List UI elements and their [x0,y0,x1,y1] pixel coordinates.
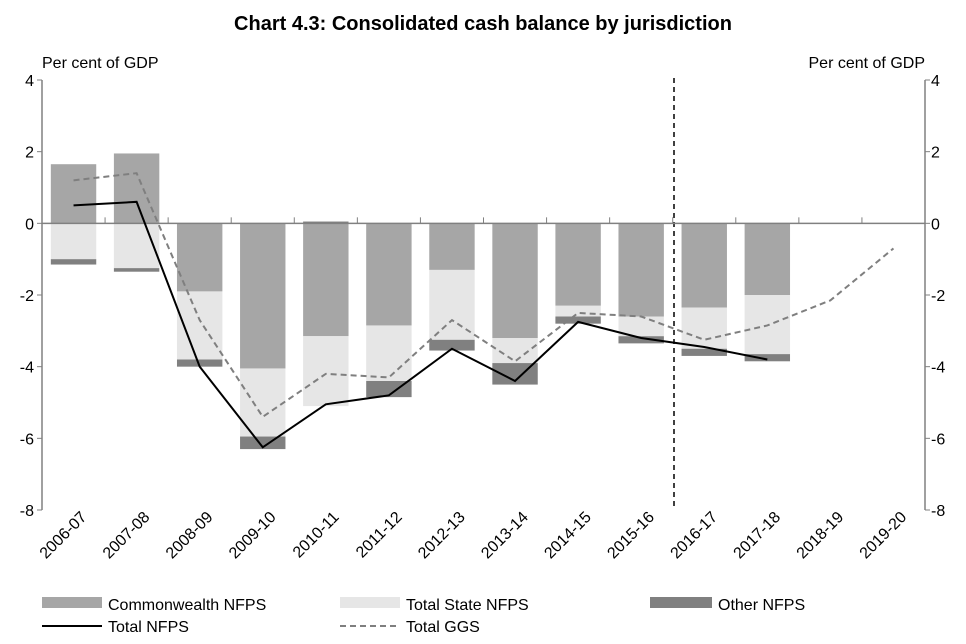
bar [50,223,97,260]
legend-label: Commonwealth NFPS [108,597,266,614]
bar [429,269,475,340]
legend-label: Total NFPS [108,619,189,636]
line [73,172,895,419]
x-tick-label: 2018-19 [794,509,848,563]
y2-axis-label: Per cent of GDP [809,55,926,72]
legend-label: Total GGS [406,619,480,636]
bar [240,223,286,369]
bar [113,153,160,224]
bar [492,338,538,364]
bar [303,221,349,224]
y-axis-label: Per cent of GDP [42,55,159,72]
y2-tick-label: -8 [931,503,945,520]
y-tick-label: 2 [25,145,34,162]
x-tick-label: 2019-20 [857,509,911,563]
bar [555,316,601,324]
line [73,200,768,449]
bar [50,164,97,224]
bar [366,381,412,398]
legend-label: Other NFPS [718,597,805,614]
y2-tick-label: -4 [931,360,945,377]
chart-title: Chart 4.3: Consolidated cash balance by … [234,13,732,35]
y2-tick-label: 0 [931,216,940,233]
bar [429,223,475,270]
bar [366,325,412,381]
bar [681,348,727,356]
y-tick-label: 4 [25,73,34,90]
y-tick-label: 0 [25,216,34,233]
bar [176,223,223,292]
bar [366,223,412,326]
x-tick-label: 2012-13 [415,509,469,563]
bar [176,359,223,367]
legend-swatch [340,597,400,608]
bar [50,259,97,265]
bar [681,223,727,308]
bar [303,336,349,407]
x-tick-label: 2007-08 [100,509,154,563]
y2-tick-label: -6 [931,431,945,448]
x-tick-label: 2010-11 [290,509,343,562]
bar [113,268,160,272]
y-tick-label: -8 [20,503,34,520]
bar [681,307,727,349]
bar [492,363,538,385]
x-tick-label: 2016-17 [668,509,722,563]
x-tick-label: 2015-16 [604,509,658,563]
legend-label: Total State NFPS [406,597,529,614]
bar [744,223,791,295]
x-tick-label: 2006-07 [37,509,91,563]
y2-tick-label: 4 [931,73,940,90]
x-tick-label: 2011-12 [353,509,406,562]
x-tick-label: 2008-09 [163,509,217,563]
bar [618,336,664,344]
bar [303,223,349,337]
bar [492,223,538,338]
bar [555,223,601,306]
bar [618,223,664,317]
bar [240,368,286,437]
bar [113,223,160,269]
bar [555,305,601,317]
x-tick-label: 2013-14 [478,509,532,563]
x-tick-label: 2014-15 [541,509,595,563]
y-tick-label: -4 [20,360,34,377]
y2-tick-label: 2 [931,145,940,162]
legend-swatch [650,597,712,608]
y-tick-label: -6 [20,431,34,448]
x-tick-label: 2017-18 [731,509,785,563]
x-tick-label: 2009-10 [226,509,280,563]
legend-swatch [42,597,102,608]
bar [744,354,791,362]
y2-tick-label: -2 [931,288,945,305]
y-tick-label: -2 [20,288,34,305]
bar [429,339,475,351]
